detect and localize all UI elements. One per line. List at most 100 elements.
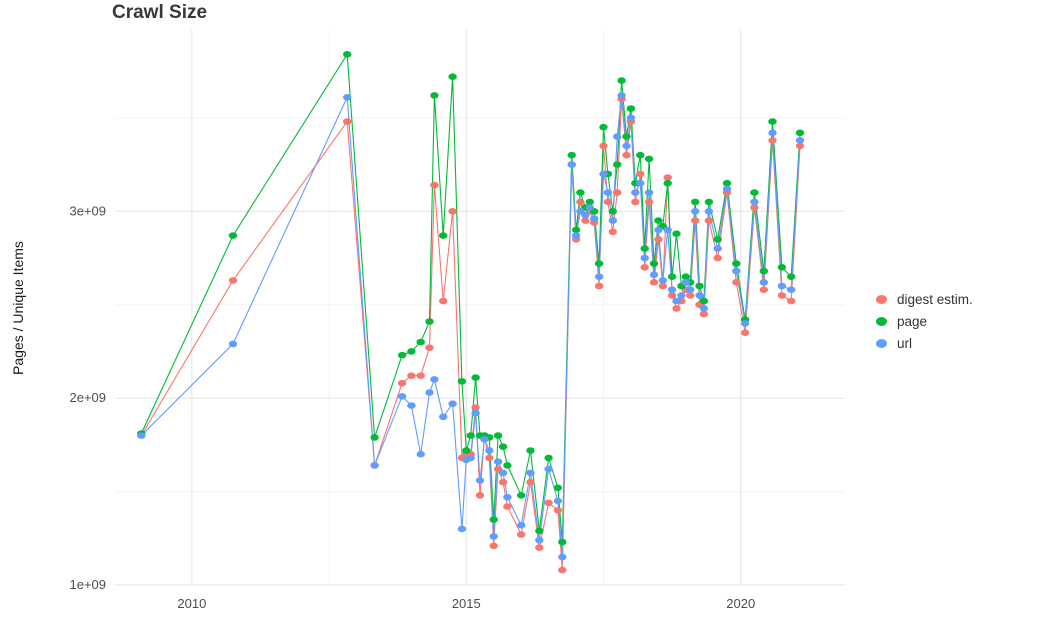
data-point-url xyxy=(686,286,695,294)
data-point-url xyxy=(485,447,494,454)
data-point-page xyxy=(795,129,805,137)
data-point-digest-estim- xyxy=(599,142,608,150)
data-point-url xyxy=(750,198,759,206)
data-point-url xyxy=(558,553,567,561)
data-point-url xyxy=(137,432,146,439)
data-point-url xyxy=(567,161,576,168)
x-tick-label: 2015 xyxy=(452,596,481,611)
data-point-page xyxy=(370,434,379,441)
data-point-digest-estim- xyxy=(558,566,567,574)
data-point-page xyxy=(489,516,498,523)
data-point-page xyxy=(594,260,604,267)
data-point-url xyxy=(544,465,553,473)
data-point-url xyxy=(740,320,750,327)
data-point-digest-estim- xyxy=(475,492,485,499)
data-point-url xyxy=(599,170,608,178)
data-point-page xyxy=(576,189,585,196)
data-point-page xyxy=(416,338,425,346)
data-point-url xyxy=(517,521,526,529)
data-point-digest-estim- xyxy=(407,372,416,380)
data-point-url xyxy=(704,208,714,215)
data-point-digest-estim- xyxy=(517,531,526,538)
data-point-url xyxy=(457,525,467,533)
data-point-url xyxy=(649,271,659,279)
data-point-digest-estim- xyxy=(228,277,238,284)
data-point-page xyxy=(471,374,480,381)
data-point-digest-estim- xyxy=(644,198,654,206)
data-point-digest-estim- xyxy=(594,282,604,290)
data-point-url xyxy=(585,204,594,211)
data-point-page xyxy=(228,232,238,239)
data-point-digest-estim- xyxy=(503,503,512,510)
data-point-url xyxy=(553,497,563,505)
data-point-page xyxy=(599,123,608,131)
data-point-url xyxy=(613,133,622,140)
data-point-digest-estim- xyxy=(535,544,544,551)
data-point-digest-estim- xyxy=(672,305,681,312)
legend-label: digest estim. xyxy=(897,291,973,307)
legend-dot-icon xyxy=(876,294,887,304)
data-point-digest-estim- xyxy=(448,208,457,215)
data-point-digest-estim- xyxy=(787,297,796,305)
data-point-url xyxy=(425,389,434,396)
data-point-page xyxy=(617,77,626,84)
data-point-page xyxy=(672,230,681,237)
data-point-url xyxy=(617,92,626,99)
data-point-url xyxy=(654,226,663,234)
data-point-digest-estim- xyxy=(613,189,622,196)
data-point-url xyxy=(636,179,645,187)
data-point-page xyxy=(613,161,622,168)
data-point-digest-estim- xyxy=(640,264,649,271)
data-point-page xyxy=(704,198,714,206)
data-point-page xyxy=(544,454,553,462)
data-point-digest-estim- xyxy=(471,404,480,411)
data-point-url xyxy=(407,402,416,409)
data-point-url xyxy=(626,114,636,122)
data-point-url xyxy=(677,292,686,299)
data-point-url xyxy=(768,129,777,137)
y-tick-label: 2e+09 xyxy=(69,390,106,405)
data-point-page xyxy=(699,297,709,305)
data-point-digest-estim- xyxy=(768,137,777,144)
data-point-url xyxy=(228,340,238,348)
y-tick-label: 1e+09 xyxy=(69,577,106,592)
data-point-url xyxy=(535,536,544,544)
data-point-url xyxy=(439,413,448,421)
data-point-digest-estim- xyxy=(649,279,659,286)
data-point-page xyxy=(553,484,563,492)
legend-label: url xyxy=(897,335,913,351)
data-point-digest-estim- xyxy=(654,236,663,243)
data-point-page xyxy=(571,226,581,234)
x-tick-label: 2010 xyxy=(177,596,206,611)
data-point-digest-estim- xyxy=(636,170,645,178)
data-point-digest-estim- xyxy=(608,228,617,236)
data-point-digest-estim- xyxy=(663,174,672,181)
data-point-page xyxy=(667,273,677,281)
data-point-url xyxy=(622,142,631,150)
data-point-url xyxy=(581,211,590,219)
data-point-page xyxy=(644,155,654,163)
data-point-page xyxy=(407,348,416,355)
data-point-page xyxy=(750,189,759,196)
data-point-page xyxy=(626,105,636,112)
data-point-digest-estim- xyxy=(498,478,508,486)
data-point-url xyxy=(397,393,407,400)
legend-dot-icon xyxy=(876,316,887,326)
data-point-url xyxy=(603,189,613,196)
data-point-page xyxy=(517,492,526,499)
data-point-digest-estim- xyxy=(713,254,722,262)
series-line-digest-estim- xyxy=(140,99,801,571)
data-point-url xyxy=(663,226,672,234)
data-point-page xyxy=(558,538,567,546)
data-point-page xyxy=(654,217,663,224)
data-point-url xyxy=(430,376,439,383)
data-point-page xyxy=(462,447,471,454)
data-point-digest-estim- xyxy=(631,198,640,206)
data-point-url xyxy=(695,292,704,299)
series-line-url xyxy=(140,95,801,558)
data-point-page xyxy=(649,260,659,267)
data-point-url xyxy=(466,454,475,462)
data-point-page xyxy=(622,133,631,140)
